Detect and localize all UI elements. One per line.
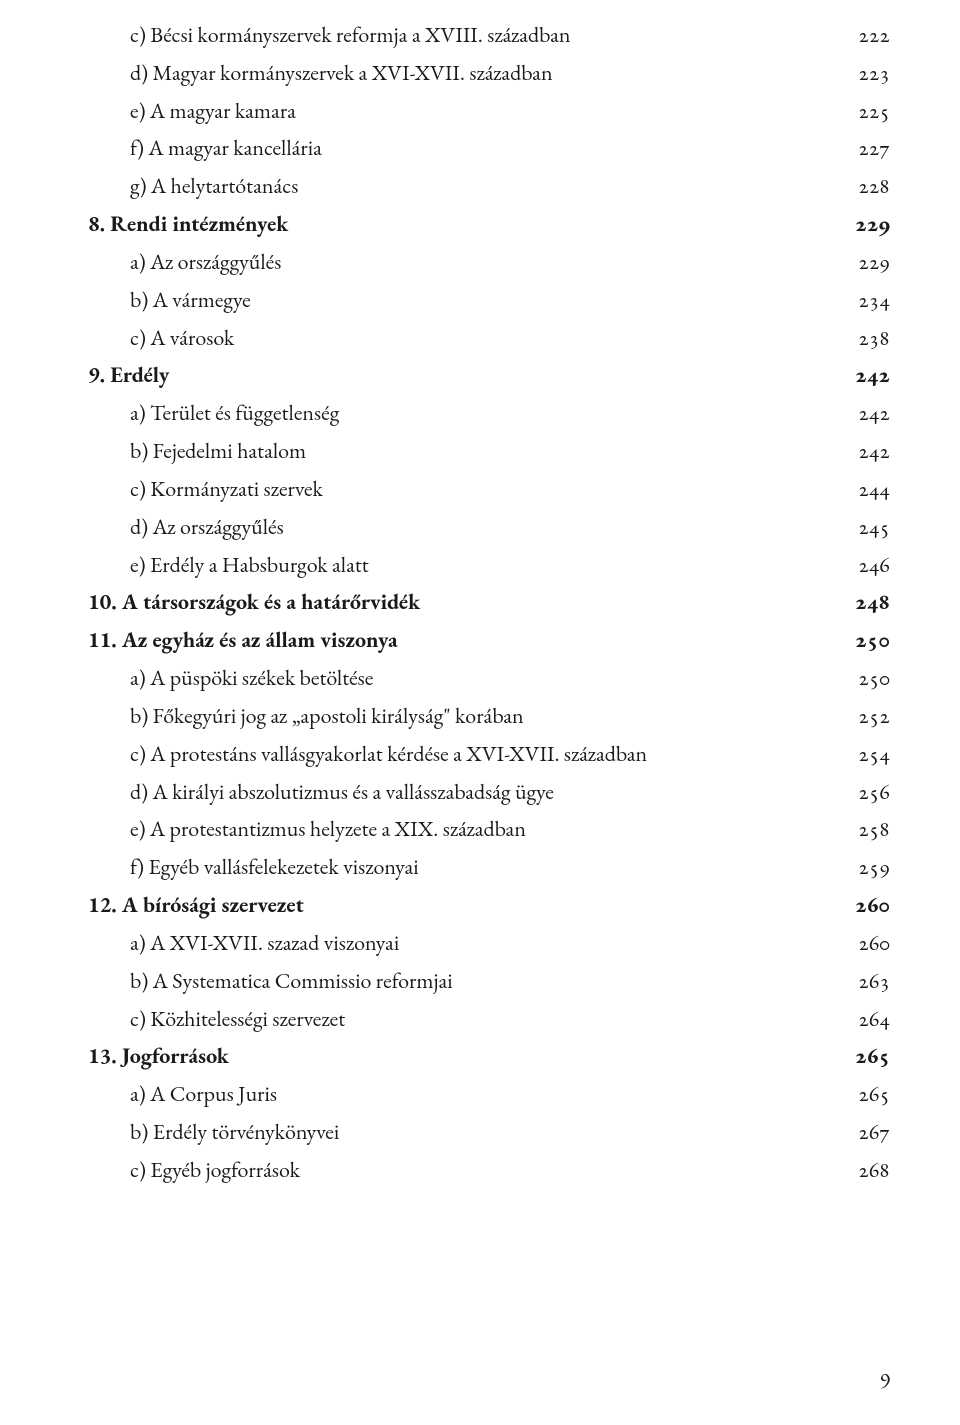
toc-row: f) Egyéb vallásfelekezetek viszonyai259: [88, 848, 890, 886]
toc-label: 11. Az egyház és az állam viszonya: [88, 621, 855, 659]
toc-page-number: 229: [858, 243, 890, 281]
toc-label: a) A püspöki székek betöltése: [88, 659, 858, 697]
toc-label: b) Fejedelmi hatalom: [88, 432, 858, 470]
toc-page-number: 242: [858, 432, 890, 470]
toc-page-number: 245: [858, 508, 890, 546]
toc-page-number: 222: [858, 16, 890, 54]
toc-page-number: 242: [855, 356, 890, 394]
toc-label: c) Egyéb jogforrások: [88, 1151, 858, 1189]
toc-page-number: 258: [858, 810, 890, 848]
toc-page-number: 268: [858, 1151, 890, 1189]
toc-page-number: 228: [858, 167, 890, 205]
toc-label: a) A Corpus Juris: [88, 1075, 858, 1113]
toc-row: e) A magyar kamara225: [88, 92, 890, 130]
footer-page-number: 9: [879, 1366, 890, 1395]
toc-page-number: 260: [858, 924, 890, 962]
toc-label: b) Főkegyúri jog az „apostoli királyság"…: [88, 697, 858, 735]
toc-row: 13. Jogforrások265: [88, 1037, 890, 1075]
toc-label: c) Bécsi kormányszervek reformja a XVIII…: [88, 16, 858, 54]
toc-row: g) A helytartótanács228: [88, 167, 890, 205]
toc-page-number: 238: [858, 319, 890, 357]
toc-page-number: 248: [855, 583, 890, 621]
toc-page-number: 250: [855, 621, 890, 659]
toc-label: f) Egyéb vallásfelekezetek viszonyai: [88, 848, 858, 886]
toc-label: 9. Erdély: [88, 356, 855, 394]
toc-row: c) A protestáns vallásgyakorlat kérdése …: [88, 735, 890, 773]
toc-page-number: 234: [858, 281, 890, 319]
toc-page-number: 256: [858, 773, 890, 811]
toc-page-number: 259: [858, 848, 890, 886]
toc-label: b) A Systematica Commissio reformjai: [88, 962, 858, 1000]
toc-label: e) A magyar kamara: [88, 92, 858, 130]
toc-row: c) Bécsi kormányszervek reformja a XVIII…: [88, 16, 890, 54]
toc-row: b) Fejedelmi hatalom242: [88, 432, 890, 470]
toc-page-number: 244: [858, 470, 890, 508]
toc-page-number: 264: [858, 1000, 890, 1038]
toc-row: a) A püspöki székek betöltése250: [88, 659, 890, 697]
toc-row: c) Közhitelességi szervezet264: [88, 1000, 890, 1038]
toc-row: b) Főkegyúri jog az „apostoli királyság"…: [88, 697, 890, 735]
toc-page-number: 260: [855, 886, 890, 924]
toc-page-number: 265: [855, 1037, 890, 1075]
toc-label: a) A XVI-XVII. szazad viszonyai: [88, 924, 858, 962]
toc-row: a) A Corpus Juris265: [88, 1075, 890, 1113]
toc-row: b) A Systematica Commissio reformjai263: [88, 962, 890, 1000]
toc-row: e) Erdély a Habsburgok alatt246: [88, 546, 890, 584]
toc-label: d) A királyi abszolutizmus és a vallássz…: [88, 773, 858, 811]
toc-row: f) A magyar kancellária227: [88, 129, 890, 167]
toc-page-number: 250: [858, 659, 890, 697]
toc-label: c) Kormányzati szervek: [88, 470, 858, 508]
toc-page-number: 223: [858, 54, 890, 92]
toc-label: g) A helytartótanács: [88, 167, 858, 205]
toc-label: b) Erdély törvénykönyvei: [88, 1113, 858, 1151]
toc-row: e) A protestantizmus helyzete a XIX. szá…: [88, 810, 890, 848]
toc-page-number: 242: [858, 394, 890, 432]
toc-label: d) Az országgyűlés: [88, 508, 858, 546]
toc-label: 12. A bírósági szervezet: [88, 886, 855, 924]
toc-row: b) A vármegye234: [88, 281, 890, 319]
toc-label: c) A protestáns vallásgyakorlat kérdése …: [88, 735, 858, 773]
toc-page-number: 229: [855, 205, 890, 243]
toc-row: 11. Az egyház és az állam viszonya250: [88, 621, 890, 659]
toc-row: 9. Erdély242: [88, 356, 890, 394]
toc-row: a) Az országgyűlés229: [88, 243, 890, 281]
toc-page-number: 265: [858, 1075, 890, 1113]
toc-page-number: 254: [858, 735, 890, 773]
toc-row: d) Magyar kormányszervek a XVI-XVII. szá…: [88, 54, 890, 92]
toc-label: e) A protestantizmus helyzete a XIX. szá…: [88, 810, 858, 848]
toc-page-number: 267: [858, 1113, 890, 1151]
table-of-contents: c) Bécsi kormányszervek reformja a XVIII…: [88, 16, 890, 1189]
toc-page-number: 246: [858, 546, 890, 584]
page: c) Bécsi kormányszervek reformja a XVIII…: [0, 0, 960, 1425]
toc-row: c) A városok238: [88, 319, 890, 357]
toc-row: d) Az országgyűlés245: [88, 508, 890, 546]
toc-page-number: 225: [858, 92, 890, 130]
toc-label: b) A vármegye: [88, 281, 858, 319]
toc-row: c) Kormányzati szervek244: [88, 470, 890, 508]
toc-label: 13. Jogforrások: [88, 1037, 855, 1075]
toc-page-number: 227: [858, 129, 890, 167]
toc-label: a) Az országgyűlés: [88, 243, 858, 281]
toc-page-number: 263: [858, 962, 890, 1000]
toc-label: c) Közhitelességi szervezet: [88, 1000, 858, 1038]
toc-label: c) A városok: [88, 319, 858, 357]
toc-row: a) Terület és függetlenség242: [88, 394, 890, 432]
toc-row: 12. A bírósági szervezet260: [88, 886, 890, 924]
toc-label: f) A magyar kancellária: [88, 129, 858, 167]
toc-row: a) A XVI-XVII. szazad viszonyai260: [88, 924, 890, 962]
toc-label: 10. A társországok és a határőrvidék: [88, 583, 855, 621]
toc-label: a) Terület és függetlenség: [88, 394, 858, 432]
toc-row: d) A királyi abszolutizmus és a vallássz…: [88, 773, 890, 811]
toc-label: 8. Rendi intézmények: [88, 205, 855, 243]
toc-row: 8. Rendi intézmények229: [88, 205, 890, 243]
toc-row: 10. A társországok és a határőrvidék248: [88, 583, 890, 621]
toc-page-number: 252: [858, 697, 890, 735]
toc-label: e) Erdély a Habsburgok alatt: [88, 546, 858, 584]
toc-row: b) Erdély törvénykönyvei267: [88, 1113, 890, 1151]
toc-label: d) Magyar kormányszervek a XVI-XVII. szá…: [88, 54, 858, 92]
toc-row: c) Egyéb jogforrások268: [88, 1151, 890, 1189]
